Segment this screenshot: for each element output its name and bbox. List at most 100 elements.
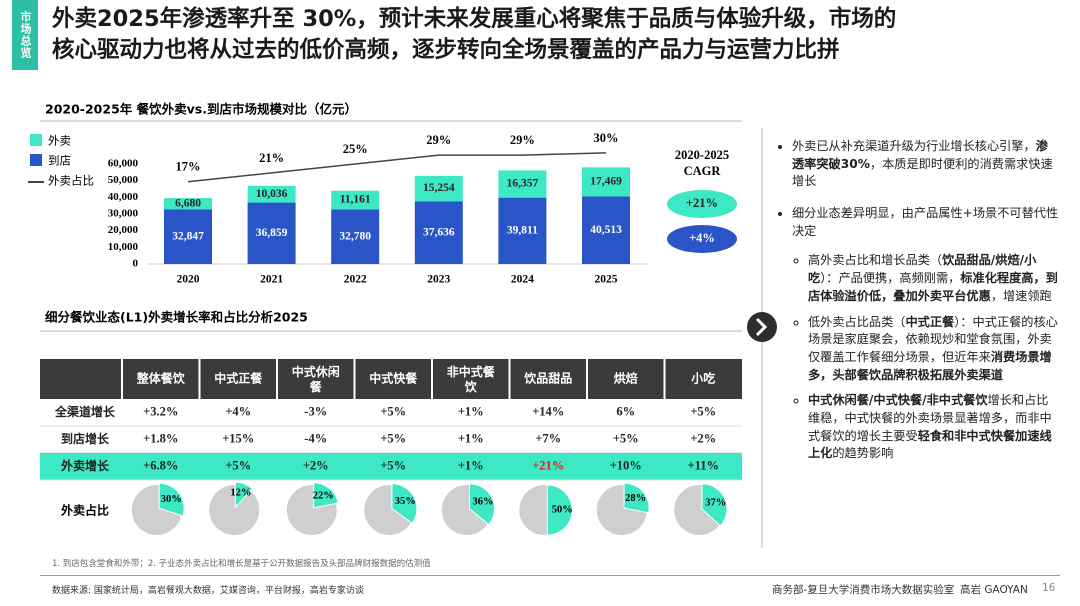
x-tick-label: 2024 [511, 274, 534, 286]
table-cell: +5% [380, 431, 406, 445]
text-run: 低外卖占比品类（ [808, 314, 906, 329]
table-cell: +4% [225, 404, 251, 418]
chart-title: 2020-2025年 餐饮外卖vs.到店市场规模对比（亿元） [45, 102, 357, 117]
table-cell: +11% [688, 458, 719, 472]
pie-slice [546, 484, 573, 536]
page-number: 16 [1042, 582, 1056, 594]
bar-value-label: 32,847 [172, 230, 204, 242]
text-run: 外卖已从补充渠道升级为行业增长核心引擎， [792, 139, 1036, 153]
line [187, 152, 607, 183]
bar-value-label: 36,859 [256, 227, 288, 239]
table-cell: +15% [222, 431, 254, 445]
bar-value-label: 15,254 [423, 182, 455, 194]
title-line: 外卖2025年渗透率升至 30%，预计未来发展重心将聚焦于品质与体验升级，市场的 [52, 6, 897, 32]
table-cell: +10% [610, 458, 642, 472]
y-tick-label: 60,000 [108, 158, 139, 170]
text-run: 中式休闲餐/中式快餐/非中式餐饮 [808, 393, 988, 408]
pie-base [209, 485, 260, 535]
table-cell: +7% [535, 431, 561, 445]
text-run: 的趋势影响 [832, 446, 894, 461]
legend-label: 外卖占比 [48, 174, 94, 188]
legend-label: 到店 [48, 154, 71, 168]
text-run: 渗透率突破30% [792, 139, 1048, 171]
line-value-label: 30% [594, 131, 619, 145]
title-line: 核心驱动力也将从过去的低价高频，逐步转向全场景覆盖的产品力与运营力比拼 [52, 37, 840, 63]
bar-value-label: 17,469 [590, 176, 622, 188]
x-tick-label: 2025 [595, 274, 618, 286]
table-title: 细分餐饮业态(L1)外卖增长率和占比分析2025 [45, 310, 308, 325]
footer-org: 商务部-复旦大学消费市场大数据实验室 [772, 584, 955, 596]
bar [582, 167, 630, 197]
bullet: 外卖已从补充渠道升级为行业增长核心引擎，渗透率突破30%，本质是即时便利的消费需… [792, 138, 1060, 191]
bar-value-label: 16,357 [507, 178, 539, 190]
y-tick-label: 40,000 [108, 191, 139, 203]
table-cell: +6.8% [143, 458, 178, 472]
text-run: 轻食和非中式快餐加速线上化 [808, 428, 1052, 461]
row-highlight [40, 453, 742, 480]
bar [414, 175, 463, 202]
table-cell: +5% [690, 404, 716, 418]
table-cell: +5% [225, 458, 251, 472]
text-run: 高外卖占比和增长品类（ [808, 253, 943, 268]
pie-slice [468, 483, 495, 526]
table-header: 中式快餐 [369, 371, 418, 386]
table-cell: +5% [613, 431, 639, 445]
bar-value-label: 37,636 [423, 226, 455, 238]
table-cell: +14% [532, 404, 564, 418]
x-tick-label: 2023 [427, 274, 450, 286]
y-tick-label: 20,000 [108, 224, 139, 236]
table-header: 整体餐饮 [136, 371, 186, 386]
legend-swatch [30, 154, 42, 166]
table-cell: -4% [304, 431, 327, 445]
divider [40, 575, 1060, 576]
bar-value-label: 40,513 [590, 224, 622, 236]
bar-value-label: 39,811 [507, 224, 538, 236]
insight-panel: 外卖已从补充渠道升级为行业增长核心引擎，渗透率突破30%，本质是即时便利的消费需… [778, 138, 1060, 477]
bar [582, 196, 630, 264]
y-tick-label: 50,000 [108, 174, 139, 186]
text-run: ）：中式正餐的核心场景是家庭聚会，依赖现炒和堂食氛围，外卖仅覆盖工作餐细分场景，… [808, 314, 1058, 364]
pie-label: 36% [473, 497, 494, 508]
footnote: 1. 到店包含堂食和外带；2. 子业态外卖占比和增长是基于公开数据报告及头部品牌… [52, 559, 431, 569]
table-cell: +2% [690, 431, 716, 445]
y-tick-label: 0 [133, 258, 139, 270]
pie-label: 50% [552, 504, 573, 515]
table-header-bg [40, 359, 742, 399]
sub-bullet: 高外卖占比和增长品类（饮品甜品/烘焙/小吃）：产品便携，高频刚需，标准化程度高，… [808, 252, 1060, 305]
text-run: ）：产品便携，高频刚需， [820, 271, 961, 286]
text-run: 消费场景增多，头部餐饮品牌积极拓展外卖渠道 [808, 349, 1052, 382]
cagr-label: +4% [689, 231, 715, 245]
text-run: 饮品甜品/烘焙/小吃 [808, 253, 1037, 286]
table-cell: +2% [303, 458, 329, 472]
bar [498, 197, 547, 264]
title: 外卖2025年渗透率升至 30%，预计未来发展重心将聚焦于品质与体验升级，市场的… [52, 4, 896, 66]
line-value-label: 29% [510, 133, 535, 147]
bar [331, 209, 380, 264]
row-label: 全渠道增长 [54, 404, 116, 419]
text-run: 中式正餐 [905, 314, 955, 329]
x-tick-label: 2020 [177, 274, 200, 286]
bar [331, 190, 380, 210]
table-cell: +3.2% [143, 404, 178, 418]
pie-slice [391, 483, 418, 525]
text-run: 细分业态差异明显，由产品属性+场景不可替代性决定 [792, 206, 1059, 238]
source: 数据来源: 国家统计局，高岩餐观大数据，艾媒咨询，平台财报，高岩专家访谈 [52, 586, 364, 596]
pie-slice [158, 482, 185, 517]
cagr-badge [667, 190, 737, 218]
table-header: 小吃 [691, 371, 715, 386]
sub-bullet: 中式休闲餐/中式快餐/非中式餐饮增长和占比维稳，中式快餐的外卖场景显著增多，而非… [808, 392, 1060, 463]
cagr-badge [667, 225, 737, 253]
text-run: 增长和占比维稳，中式快餐的外卖场景显著增多，而非中式餐饮的增长主要受 [808, 393, 1052, 443]
pie-label: 35% [395, 496, 416, 507]
sub-bullet-list: 高外卖占比和增长品类（饮品甜品/烘焙/小吃）：产品便携，高频刚需，标准化程度高，… [792, 252, 1060, 463]
text-run: ，增速领跑 [990, 288, 1052, 303]
arrow-button [747, 312, 777, 342]
pie-label: 22% [313, 491, 334, 502]
bar [247, 185, 296, 203]
pie-label: 37% [705, 497, 726, 508]
footer-brand: 高岩 GAOYAN [960, 584, 1028, 596]
bar-value-label: 32,780 [339, 230, 371, 242]
table-cell: +1.8% [143, 431, 178, 445]
